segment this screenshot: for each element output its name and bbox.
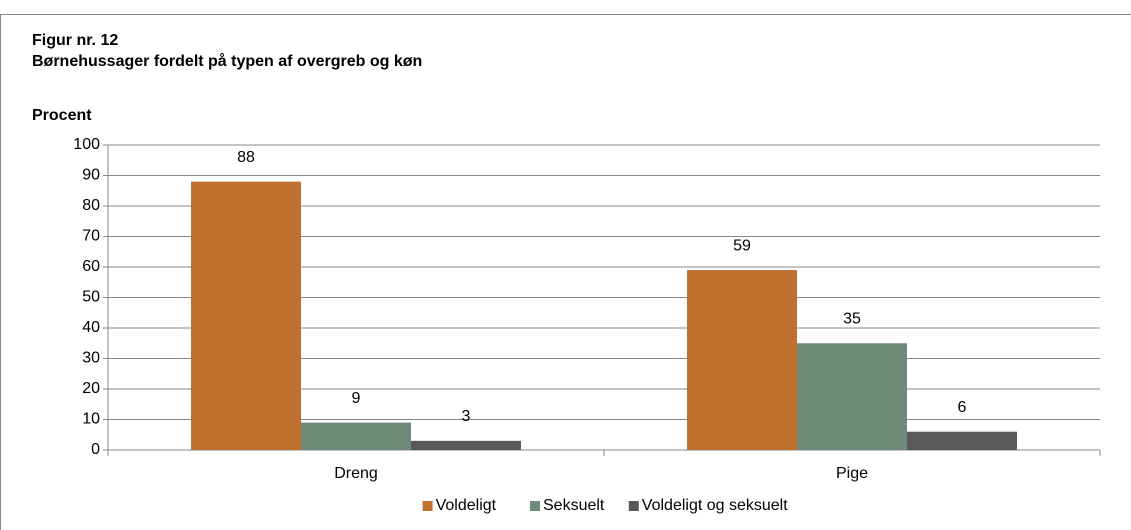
chart-title: Figur nr. 12 [32,32,118,49]
data-label: 59 [733,237,751,254]
legend-swatch [530,501,540,511]
legend-label: Voldeligt og seksuelt [642,497,788,514]
legend-swatch [628,501,639,511]
chart-frame [0,14,1131,530]
data-label: 3 [462,408,471,425]
y-tick-label: 20 [82,380,100,397]
legend-label: Voldeligt [436,497,497,514]
y-tick-label: 40 [82,319,100,336]
legend-label: Seksuelt [543,497,605,514]
data-label: 6 [958,399,967,416]
data-label: 35 [843,310,861,327]
y-tick-label: 70 [82,228,100,245]
x-tick-label: Pige [836,465,868,482]
y-axis-label: Procent [32,107,92,124]
y-tick-label: 0 [91,441,100,458]
data-label: 88 [237,149,255,166]
y-tick-label: 90 [82,167,100,184]
data-label: 9 [352,390,361,407]
y-tick-label: 10 [82,411,100,428]
y-tick-label: 80 [82,197,100,214]
bar [687,270,797,450]
bar [907,431,1017,450]
chart-subtitle: Børnehussager fordelt på typen af overgr… [32,52,422,70]
bar [797,343,907,450]
x-tick-label: Dreng [334,465,378,482]
y-tick-label: 60 [82,258,100,275]
legend-swatch [422,501,433,511]
y-tick-label: 50 [82,289,100,306]
bar [411,440,521,450]
bar [191,181,301,450]
y-tick-label: 30 [82,350,100,367]
y-tick-label: 100 [73,136,100,153]
bar [301,422,411,450]
